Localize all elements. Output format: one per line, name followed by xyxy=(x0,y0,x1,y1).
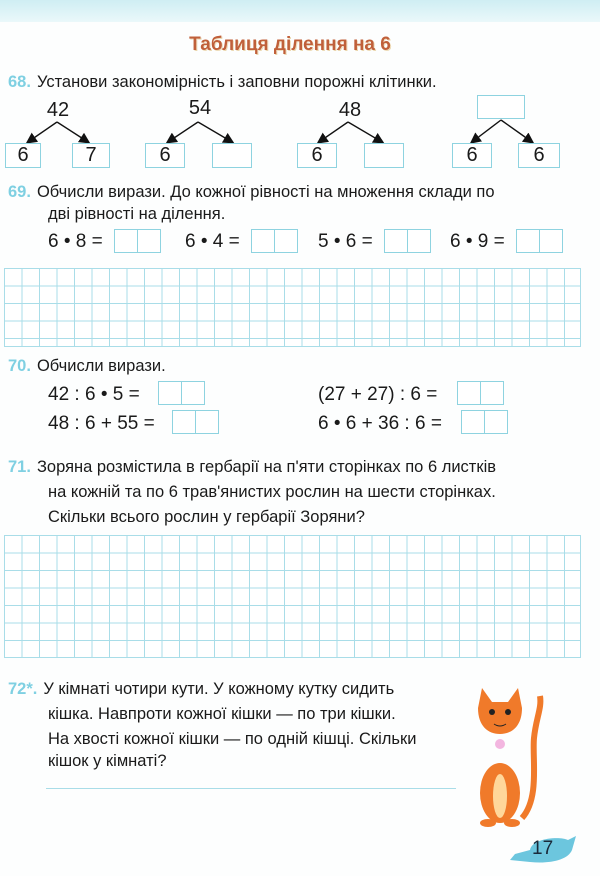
arrow-right xyxy=(347,121,385,144)
cat-illustration xyxy=(478,688,544,827)
answer-cells[interactable] xyxy=(172,410,219,434)
arrow-right xyxy=(500,119,535,144)
answer-line[interactable] xyxy=(46,788,456,789)
arrow-right xyxy=(197,121,235,144)
problem-line: Скільки всього рослин у гербарії Зоряни? xyxy=(48,508,365,526)
problem-line: на кожній та по 6 трав'янистих рослин на… xyxy=(48,483,496,501)
answer-cells[interactable] xyxy=(384,229,431,253)
answer-cells[interactable] xyxy=(461,410,508,434)
arrow-left xyxy=(25,121,58,144)
answer-cells[interactable] xyxy=(457,381,504,405)
problem-line: Зоряна розмістила в гербарії на п'яти ст… xyxy=(36,458,497,476)
tree-cell: 7 xyxy=(72,143,110,168)
tree-arrows xyxy=(25,119,535,144)
exercise-instruction: Установи закономірність і заповни порожн… xyxy=(36,73,437,91)
expression: 6 • 6 + 36 : 6 = xyxy=(318,413,442,434)
exercise-number: 68. xyxy=(8,73,31,91)
tree-cell: 6 xyxy=(452,143,492,168)
tree-top-number: 48 xyxy=(338,99,362,121)
exercise-69-text: 69. Обчисли вирази. До кожної рівності на… xyxy=(8,180,495,205)
exercise-number: 72*. xyxy=(8,680,38,698)
arrow-left xyxy=(316,121,349,144)
page-title: Таблиця ділення на 6 xyxy=(189,34,391,55)
exercise-number: 69. xyxy=(8,183,31,201)
tree-top-number: 42 xyxy=(46,99,70,121)
answer-cell[interactable] xyxy=(477,95,525,119)
instruction-line: дві рівності на ділення. xyxy=(48,205,226,223)
tree-top-number: 54 xyxy=(188,97,212,119)
tree-cell: 6 xyxy=(145,143,185,168)
instruction-line: Обчисли вирази. До кожної рівності на мн… xyxy=(36,183,495,201)
answer-grid[interactable] xyxy=(4,268,581,347)
expression: 42 : 6 • 5 = xyxy=(48,384,140,405)
expression: 6 • 9 = xyxy=(450,231,505,252)
expression: 48 : 6 + 55 = xyxy=(48,413,155,434)
problem-line: кішка. Навпроти кожної кішки — по три кі… xyxy=(48,705,396,723)
answer-cell[interactable] xyxy=(212,143,252,168)
answer-grid[interactable] xyxy=(4,535,581,658)
answer-cells[interactable] xyxy=(114,229,161,253)
page-number: 17 xyxy=(532,838,554,859)
exercise-72-text: 72*. У кімнаті чотири кути. У кожному кут… xyxy=(8,677,394,702)
exercise-number: 71. xyxy=(8,458,31,476)
expression: 6 • 4 = xyxy=(185,231,240,252)
expression: 6 • 8 = xyxy=(48,231,103,252)
arrow-left xyxy=(165,121,199,144)
decorative-header-band xyxy=(0,0,600,22)
exercise-68-text: 68. Установи закономірність і заповни пор… xyxy=(8,70,437,95)
answer-cells[interactable] xyxy=(251,229,298,253)
page-number-badge xyxy=(510,836,576,863)
answer-cell[interactable] xyxy=(364,143,404,168)
tree-cell: 6 xyxy=(518,143,560,168)
problem-line: кішок у кімнаті? xyxy=(48,752,167,770)
exercise-instruction: Обчисли вирази. xyxy=(36,357,166,375)
tree-cell: 6 xyxy=(5,143,41,168)
expression: 5 • 6 = xyxy=(318,231,373,252)
answer-cells[interactable] xyxy=(158,381,205,405)
exercise-71-text: 71. Зоряна розмістила в гербарії на п'яти… xyxy=(8,455,496,480)
problem-line: У кімнаті чотири кути. У кожному кутку с… xyxy=(43,680,395,698)
answer-cells[interactable] xyxy=(516,229,563,253)
arrow-right xyxy=(56,121,91,144)
exercise-number: 70. xyxy=(8,357,31,375)
arrow-left xyxy=(469,119,502,144)
problem-line: На хвості кожної кішки — по одній кішці.… xyxy=(48,730,417,748)
exercise-70-text: 70. Обчисли вирази. xyxy=(8,354,166,379)
expression: (27 + 27) : 6 = xyxy=(318,384,438,405)
tree-cell: 6 xyxy=(297,143,337,168)
